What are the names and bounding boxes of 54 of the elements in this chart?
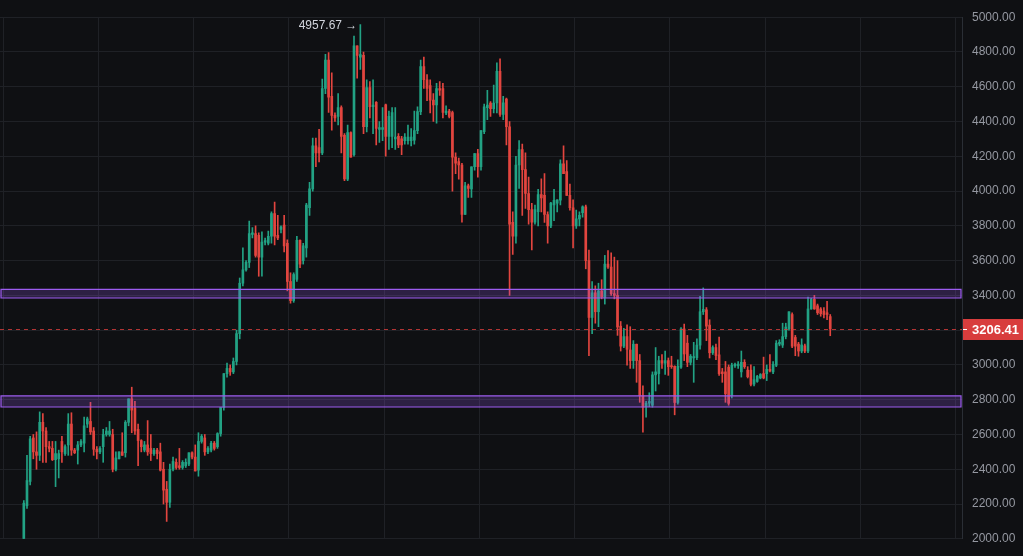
candlestick — [600, 279, 603, 300]
y-tick-label: 2800.00 — [972, 392, 1016, 407]
annotation: 4957.67 → — [298, 17, 358, 32]
candlestick — [54, 441, 57, 487]
ref-line-label: 3206.41 — [972, 321, 1019, 337]
y-tick-label: 4800.00 — [972, 44, 1016, 59]
candlestick — [178, 448, 181, 470]
candlestick — [362, 51, 365, 135]
candlestick — [378, 121, 381, 143]
y-tick-label: 2600.00 — [972, 426, 1016, 441]
candlestick — [35, 431, 38, 470]
candlestick — [270, 211, 273, 244]
candlestick — [632, 340, 635, 369]
candlestick — [781, 322, 784, 348]
candlestick — [181, 460, 184, 470]
y-tick-label: 3000.00 — [972, 357, 1016, 372]
candlestick — [740, 350, 743, 378]
y-tick-label: 2000.00 — [972, 531, 1016, 546]
candlestick — [466, 183, 470, 198]
candlestick — [381, 107, 384, 141]
candlestick — [413, 110, 416, 145]
candlestick — [724, 361, 727, 403]
candlestick — [108, 421, 111, 437]
candlestick — [120, 432, 124, 456]
y-tick-label: 5000.00 — [972, 9, 1016, 24]
y-tick-label: 3400.00 — [972, 287, 1016, 302]
candlestick — [597, 282, 600, 328]
y-tick-label: 2200.00 — [972, 496, 1016, 511]
y-tick-label: 3600.00 — [972, 252, 1016, 267]
y-tick-label: 4000.00 — [972, 183, 1016, 198]
candlestick — [435, 82, 438, 124]
candlestick — [800, 338, 803, 354]
candlestick — [489, 101, 492, 117]
y-tick-label: 2400.00 — [972, 461, 1016, 476]
candlestick — [727, 364, 730, 406]
candlestick — [759, 373, 762, 380]
candlestick — [400, 135, 403, 155]
y-tick-label: 3800.00 — [972, 218, 1016, 233]
candlestick — [451, 110, 454, 192]
y-tick-label: 4200.00 — [972, 148, 1016, 163]
candlestick — [273, 201, 276, 246]
candlestick — [346, 124, 349, 181]
candlestick — [197, 432, 200, 477]
candlestick — [762, 356, 765, 380]
y-tick-label: 4400.00 — [972, 113, 1016, 128]
y-tick-label: 4600.00 — [972, 79, 1016, 94]
candlestick — [666, 357, 670, 376]
candlestick — [359, 24, 362, 70]
candlestick — [143, 441, 146, 453]
candlestick — [70, 412, 73, 456]
candlestick — [57, 449, 61, 479]
candlestick — [51, 441, 54, 461]
candlestick — [559, 159, 562, 206]
candlestick — [692, 342, 696, 383]
